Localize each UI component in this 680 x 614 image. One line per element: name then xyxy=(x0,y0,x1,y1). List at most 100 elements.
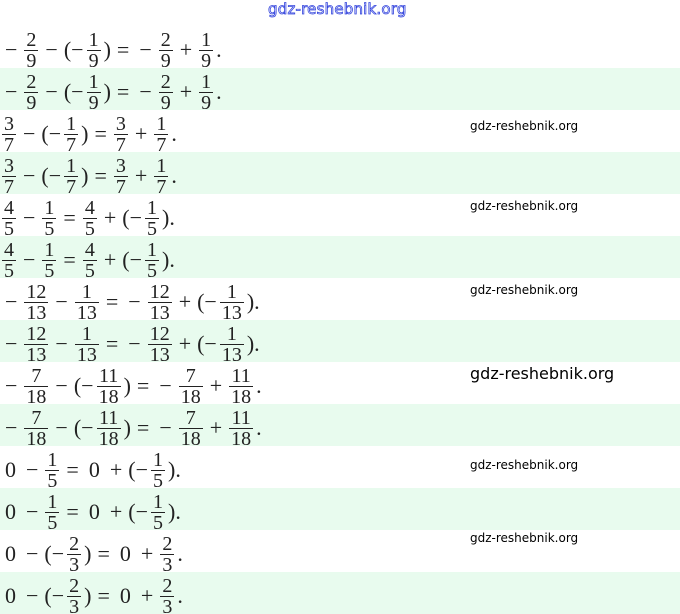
math-symbol: = xyxy=(112,37,134,63)
numerator: 2 xyxy=(24,72,38,92)
denominator: 5 xyxy=(145,260,159,279)
numerator: 11 xyxy=(97,408,120,428)
denominator: 5 xyxy=(42,218,56,237)
math-symbol: − xyxy=(50,331,72,357)
denominator: 7 xyxy=(64,176,78,195)
denominator: 3 xyxy=(160,554,174,573)
denominator: 9 xyxy=(87,50,101,69)
numerator: 1 xyxy=(64,156,78,176)
denominator: 13 xyxy=(220,302,244,321)
math-symbol: − xyxy=(123,289,145,315)
numerator: 4 xyxy=(2,240,16,260)
math-symbol: = xyxy=(92,583,114,609)
numerator: 11 xyxy=(230,408,253,428)
math-symbol: − xyxy=(0,79,22,105)
math-symbol: = xyxy=(132,373,154,399)
math-symbol: ) xyxy=(123,415,132,441)
numerator: 1 xyxy=(80,324,94,344)
numerator: 1 xyxy=(80,282,94,302)
numerator: 1 xyxy=(87,72,101,92)
watermark: gdz-reshebnik.org xyxy=(470,458,578,472)
denominator: 13 xyxy=(148,344,172,363)
numerator: 11 xyxy=(97,366,120,386)
math-symbol: = xyxy=(61,499,83,525)
numerator: 1 xyxy=(225,324,239,344)
numerator: 3 xyxy=(2,114,16,134)
math-symbol: = xyxy=(58,247,80,273)
math-symbol: + xyxy=(105,499,127,525)
math-symbol: − xyxy=(134,79,156,105)
math-symbol: 0 xyxy=(84,457,105,483)
math-symbol: − xyxy=(50,289,72,315)
math-symbol: − xyxy=(134,37,156,63)
math-symbol: − xyxy=(21,541,43,567)
math-symbol: 0 xyxy=(0,583,21,609)
math-symbol: . xyxy=(176,583,184,609)
math-symbol: − xyxy=(18,247,40,273)
numerator: 1 xyxy=(151,492,165,512)
numerator: 2 xyxy=(160,534,174,554)
numerator: 1 xyxy=(145,198,159,218)
math-symbol: . xyxy=(170,121,178,147)
math-symbol: + xyxy=(105,457,127,483)
math-symbol: − xyxy=(21,457,43,483)
math-symbol: − xyxy=(18,121,40,147)
math-symbol: − xyxy=(154,373,176,399)
denominator: 7 xyxy=(2,134,16,153)
math-symbol: . xyxy=(176,541,184,567)
numerator: 1 xyxy=(42,240,56,260)
numerator: 1 xyxy=(64,114,78,134)
denominator: 5 xyxy=(45,512,59,531)
denominator: 5 xyxy=(45,470,59,489)
math-symbol: (− xyxy=(121,247,143,273)
math-symbol: + xyxy=(174,331,196,357)
math-symbol: (− xyxy=(63,79,85,105)
denominator: 9 xyxy=(199,92,213,111)
denominator: 13 xyxy=(148,302,172,321)
math-symbol: = xyxy=(89,163,111,189)
math-symbol: . xyxy=(215,79,223,105)
numerator: 7 xyxy=(29,408,43,428)
numerator: 1 xyxy=(225,282,239,302)
numerator: 1 xyxy=(199,72,213,92)
math-symbol: − xyxy=(40,37,62,63)
numerator: 1 xyxy=(154,114,168,134)
numerator: 3 xyxy=(114,114,128,134)
math-symbol: + xyxy=(130,163,152,189)
math-symbol: + xyxy=(130,121,152,147)
math-symbol: ) xyxy=(103,79,112,105)
